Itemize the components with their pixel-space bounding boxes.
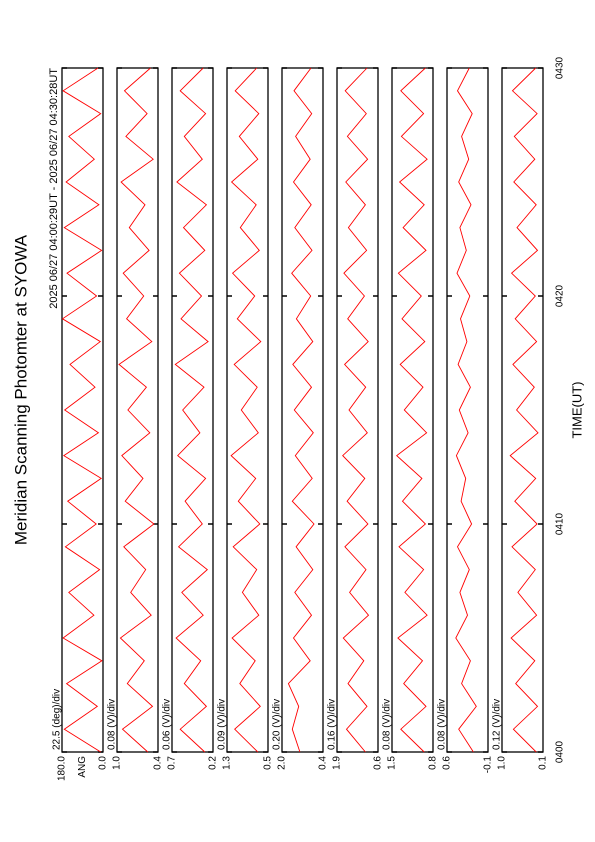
- y-tick-label: 0.5: [263, 756, 274, 770]
- scale-label: 0.08 (V)/div: [437, 699, 448, 750]
- panel-frame: [61, 67, 104, 753]
- scale-label: 0.08 (V)/div: [382, 699, 393, 750]
- x-axis-label: TIME(UT): [569, 381, 584, 438]
- scale-label: 0.06 (V)/div: [162, 699, 173, 750]
- scale-label: 0.16 (V)/div: [327, 699, 338, 750]
- y-tick-label: 1.3: [222, 756, 233, 770]
- y-tick-label: 0.4: [153, 756, 164, 770]
- panel-frame: [226, 67, 269, 753]
- y-tick-label: 1.5: [387, 756, 398, 770]
- chart-title: Meridian Scanning Photomter at SYOWA: [11, 234, 30, 545]
- trace: [509, 67, 539, 753]
- y-tick-label: 0.6: [373, 756, 384, 770]
- y-tick-label: 1.0: [497, 756, 508, 770]
- y-tick-label: 180.0: [57, 756, 68, 781]
- panel-frame: [501, 67, 544, 753]
- y-tick-label: 0.6: [442, 756, 453, 770]
- x-tick-label: 0420: [555, 284, 566, 307]
- y-tick-label: 1.0: [112, 756, 123, 770]
- scale-label: 0.08 (V)/div: [107, 699, 118, 750]
- y-tick-label: 0.1: [538, 756, 549, 770]
- panel-frame: [391, 67, 434, 753]
- trace: [174, 67, 209, 753]
- panel-frame: [336, 67, 379, 753]
- y-tick-label: -0.1: [483, 756, 494, 774]
- y-tick-label: 0.7: [167, 756, 178, 770]
- x-tick-label: 0400: [555, 740, 566, 763]
- scale-label: 0.12 (V)/div: [492, 699, 503, 750]
- trace: [455, 67, 477, 753]
- panel-frame: [171, 67, 214, 753]
- panel-frame: [116, 67, 159, 753]
- subtitle: 2025 06/27 04:00:29UT - 2025 06/27 04:30…: [48, 68, 60, 309]
- rotated-plot: Meridian Scanning Photomter at SYOWA 202…: [11, 56, 584, 781]
- x-tick-label: 0430: [555, 56, 566, 79]
- scale-label: 0.09 (V)/div: [217, 699, 228, 750]
- y-tick-label: 2.0: [277, 756, 288, 770]
- y-tick-label: 0.0: [98, 756, 109, 770]
- scale-label: 22.5 (deg)/div: [52, 689, 63, 750]
- trace: [395, 67, 428, 753]
- trace: [230, 67, 262, 753]
- panel-frame: [281, 67, 324, 753]
- trace: [61, 67, 103, 753]
- trace: [287, 67, 315, 753]
- panel-frame: [446, 67, 489, 753]
- x-tick-label: 0410: [555, 512, 566, 535]
- y-tick-label: 0.4: [318, 756, 329, 770]
- trace: [118, 67, 155, 753]
- y-tick-label: 1.9: [332, 756, 343, 770]
- y-tick-label: 0.2: [208, 756, 219, 770]
- trace: [342, 67, 370, 753]
- y-tick-label: 0.8: [428, 756, 439, 770]
- scale-label: 0.20 (V)/div: [272, 699, 283, 750]
- channel-label: ANG: [77, 756, 88, 778]
